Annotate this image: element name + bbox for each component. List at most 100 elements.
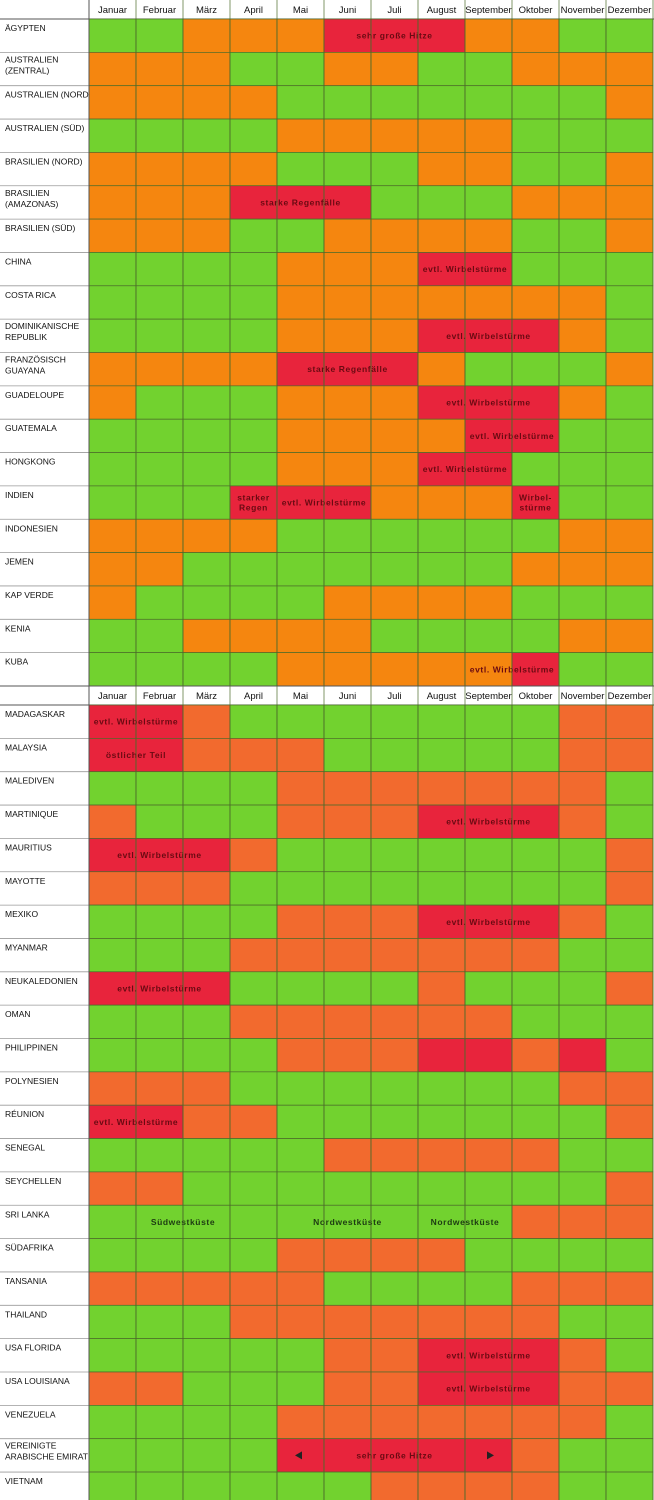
cell-mauritius-july xyxy=(370,838,419,873)
cell-usa-florida-december xyxy=(605,1338,654,1373)
cell-guatemala-january xyxy=(88,418,137,453)
country-label-venezuela: VENEZUELA xyxy=(5,1409,56,1419)
cell-china-april xyxy=(229,252,278,287)
cell-reunion-april xyxy=(229,1104,278,1139)
cell-kap-verde-march xyxy=(182,585,231,620)
cell-brasilien-amazonas-november xyxy=(558,185,607,220)
cell-malediven-february xyxy=(135,771,184,806)
cell-polynesien-august xyxy=(417,1071,466,1106)
cell-indien-october xyxy=(511,485,560,520)
cell-mayotte-november xyxy=(558,871,607,906)
cell-polynesien-march xyxy=(182,1071,231,1106)
cell-oman-april xyxy=(229,1004,278,1039)
cell-indien-january xyxy=(88,485,137,520)
cell-myanmar-september xyxy=(464,938,513,973)
cell-vereinigte-arabische-emirate-december xyxy=(605,1438,654,1473)
cell-costa-rica-december xyxy=(605,285,654,320)
cell-guadeloupe-may xyxy=(276,385,325,420)
cell-mayotte-december xyxy=(605,871,654,906)
country-label-australien-nord: AUSTRALIEN (NORD) xyxy=(5,90,92,100)
cell-guadeloupe-june xyxy=(323,385,372,420)
cell-kenia-february xyxy=(135,618,184,653)
cell-brasilien-nord-february xyxy=(135,152,184,187)
cell-vereinigte-arabische-emirate-august xyxy=(417,1438,466,1473)
country-label-sri-lanka: SRI LANKA xyxy=(5,1209,50,1219)
cell-guadeloupe-february xyxy=(135,385,184,420)
cell-neukaledonien-september xyxy=(464,971,513,1006)
cell-china-september xyxy=(464,252,513,287)
cell-sri-lanka-october xyxy=(511,1204,560,1239)
cell-mayotte-march xyxy=(182,871,231,906)
country-label-neukaledonien: NEUKALEDONIEN xyxy=(5,976,78,986)
cell-malediven-november xyxy=(558,771,607,806)
month-header-november: November xyxy=(561,691,605,702)
cell-seychellen-september xyxy=(464,1171,513,1206)
cell-sri-lanka-july xyxy=(370,1204,419,1239)
cell-suedafrika-june xyxy=(323,1238,372,1273)
cell-costa-rica-may xyxy=(276,285,325,320)
cell-kenia-june xyxy=(323,618,372,653)
cell-sri-lanka-april xyxy=(229,1204,278,1239)
month-header-may: Mai xyxy=(293,691,308,702)
cell-kuba-august xyxy=(417,652,466,687)
cell-usa-louisiana-february xyxy=(135,1371,184,1406)
cell-brasilien-sued-march xyxy=(182,218,231,253)
cell-neukaledonien-november xyxy=(558,971,607,1006)
cell-kuba-april xyxy=(229,652,278,687)
country-label-brasilien-amazonas: BRASILIEN (AMAZONAS) xyxy=(5,188,59,209)
cell-kenia-march xyxy=(182,618,231,653)
cell-senegal-may xyxy=(276,1138,325,1173)
country-label-philippinen: PHILIPPINEN xyxy=(5,1043,58,1053)
month-header-june: Juni xyxy=(339,691,356,702)
cell-guadeloupe-july xyxy=(370,385,419,420)
cell-reunion-november xyxy=(558,1104,607,1139)
cell-seychellen-april xyxy=(229,1171,278,1206)
cell-tansania-june xyxy=(323,1271,372,1306)
cell-guatemala-april xyxy=(229,418,278,453)
cell-malaysia-april xyxy=(229,737,278,773)
cell-thailand-october xyxy=(511,1304,560,1340)
cell-australien-sued-december xyxy=(605,118,654,153)
cell-australien-nord-march xyxy=(182,85,231,120)
cell-brasilien-sued-june xyxy=(323,218,372,253)
cell-australien-sued-september xyxy=(464,118,513,153)
cell-franzoesisch-guayana-july xyxy=(370,352,419,387)
cell-australien-sued-march xyxy=(182,118,231,153)
note-sri-lanka-2: Nordwestküste xyxy=(313,1217,382,1227)
cell-thailand-may xyxy=(276,1304,325,1340)
cell-jemen-january xyxy=(88,552,137,587)
cell-malaysia-june xyxy=(323,737,372,773)
cell-vereinigte-arabische-emirate-october xyxy=(511,1438,560,1473)
cell-venezuela-march xyxy=(182,1404,231,1440)
cell-brasilien-nord-january xyxy=(88,152,137,187)
cell-mauritius-august xyxy=(417,838,466,873)
cell-malaysia-november xyxy=(558,737,607,773)
cell-brasilien-sued-february xyxy=(135,218,184,253)
cell-venezuela-june xyxy=(323,1404,372,1440)
cell-malaysia-may xyxy=(276,737,325,773)
cell-neukaledonien-july xyxy=(370,971,419,1006)
cell-reunion-september xyxy=(464,1104,513,1139)
cell-martinique-july xyxy=(370,804,419,839)
cell-malediven-june xyxy=(323,771,372,806)
cell-brasilien-amazonas-october xyxy=(511,185,560,220)
cell-franzoesisch-guayana-june xyxy=(323,352,372,387)
cell-polynesien-july xyxy=(370,1071,419,1106)
note-brasilien-amazonas-1: starke Regenfälle xyxy=(260,197,341,207)
cell-aegypten-october xyxy=(511,18,560,53)
cell-venezuela-december xyxy=(605,1404,654,1440)
cell-aegypten-march xyxy=(182,18,231,53)
cell-neukaledonien-june xyxy=(323,971,372,1006)
cell-reunion-august xyxy=(417,1104,466,1139)
note-indien-3: Wirbel-stürme xyxy=(519,493,552,513)
cell-malediven-may xyxy=(276,771,325,806)
cell-australien-nord-november xyxy=(558,85,607,120)
month-header-january: Januar xyxy=(98,5,127,16)
country-label-aegypten: ÄGYPTEN xyxy=(5,23,46,33)
cell-philippinen-october xyxy=(511,1038,560,1073)
cell-thailand-november xyxy=(558,1304,607,1340)
cell-mayotte-april xyxy=(229,871,278,906)
cell-brasilien-sued-november xyxy=(558,218,607,253)
cell-kenia-november xyxy=(558,618,607,653)
cell-dominikanische-republik-march xyxy=(182,318,231,353)
